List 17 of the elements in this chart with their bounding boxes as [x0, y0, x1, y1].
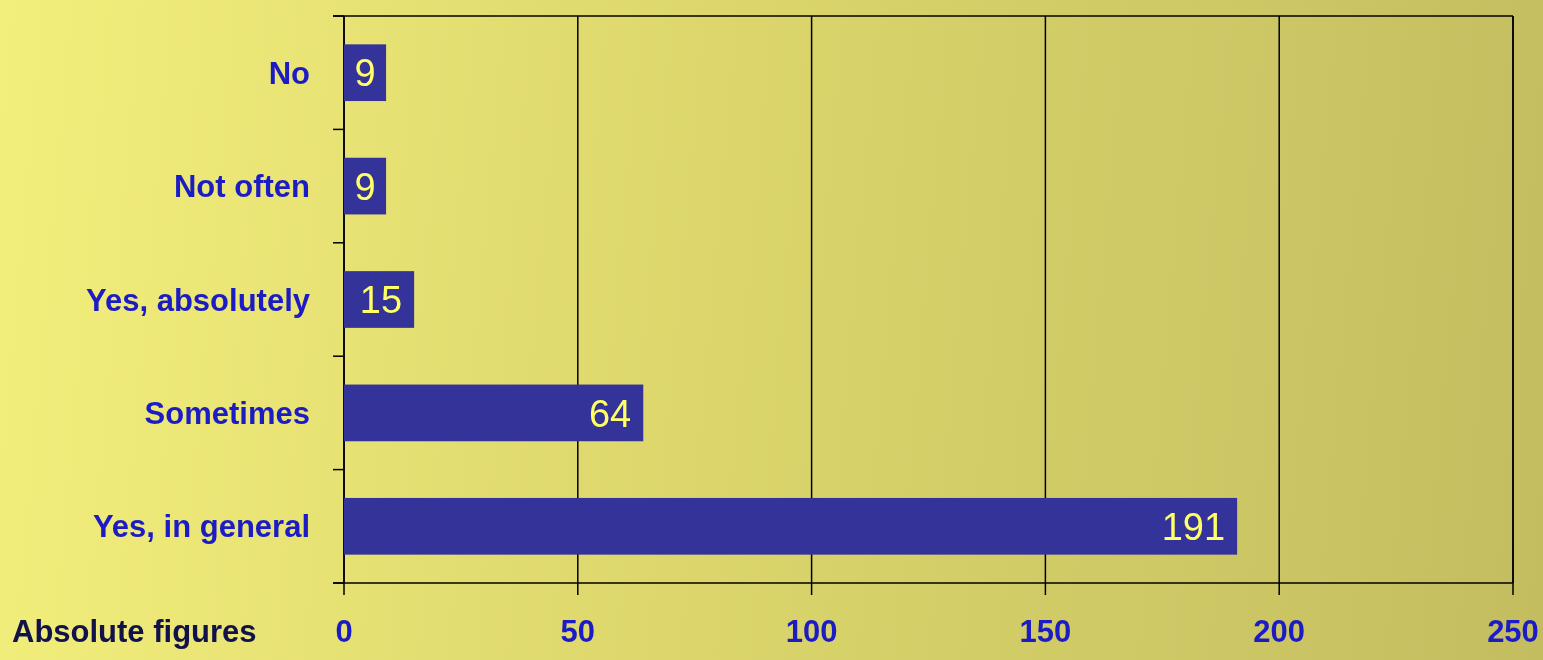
- x-tick-label: 150: [1019, 614, 1072, 650]
- y-tick-label: Not often: [173, 169, 310, 205]
- x-tick-label: 50: [560, 614, 596, 650]
- x-tick-label: 250: [1487, 614, 1539, 650]
- data-label: 9: [354, 52, 376, 95]
- y-tick-label: No: [268, 55, 310, 91]
- x-axis-title: Absolute figures: [12, 614, 257, 650]
- x-tick-label: 100: [785, 614, 838, 650]
- y-tick-label: Yes, in general: [92, 509, 310, 545]
- data-label: 64: [588, 392, 632, 435]
- x-tick-label: 0: [335, 614, 353, 650]
- x-tick-label: 200: [1253, 614, 1306, 650]
- y-tick-label: Yes, absolutely: [86, 282, 311, 318]
- data-label: 191: [1161, 505, 1226, 548]
- y-tick-label: Sometimes: [144, 396, 310, 432]
- data-label: 15: [359, 279, 403, 322]
- data-label: 9: [354, 165, 376, 208]
